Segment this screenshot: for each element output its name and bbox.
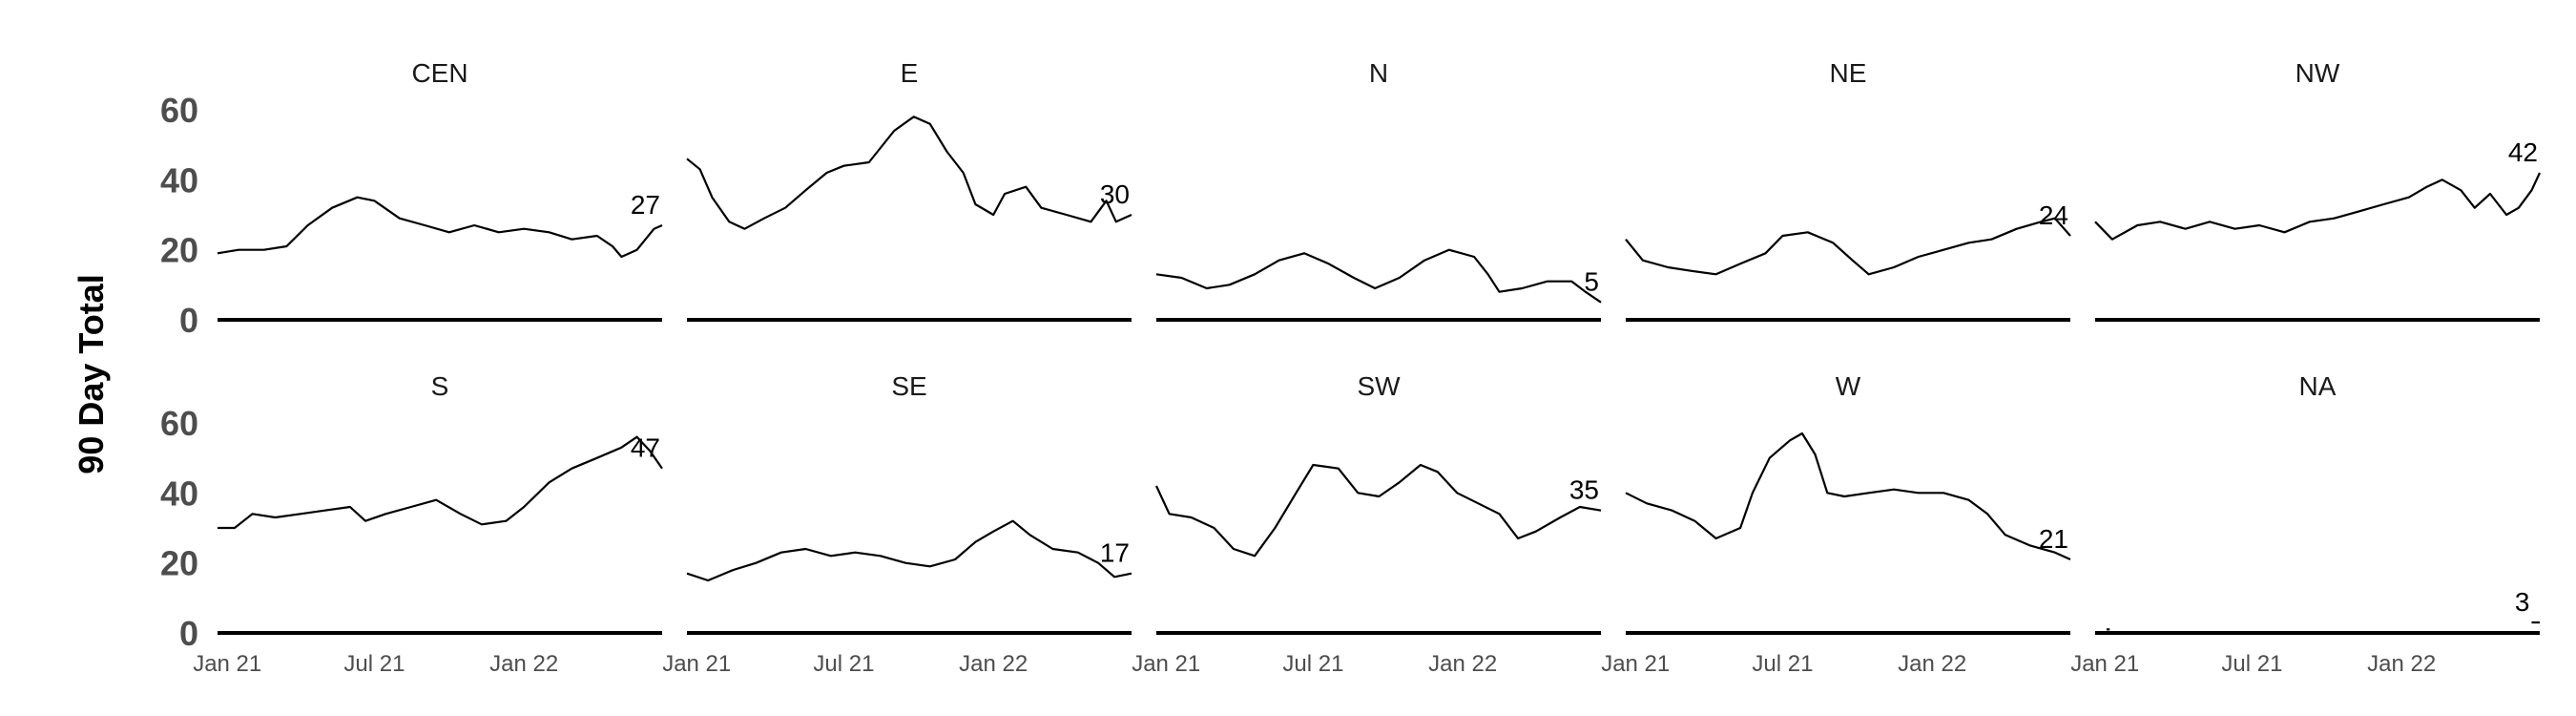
x-tick-label: Jan 22 bbox=[1428, 651, 1497, 677]
series-line bbox=[1155, 463, 1602, 558]
facet-title: NA bbox=[2299, 371, 2337, 401]
facet-title: CEN bbox=[411, 58, 467, 88]
facet-panel-na: NA 3 Jan 21 Jul 21 Jan 22 bbox=[2070, 371, 2540, 677]
facet-title: NW bbox=[2296, 58, 2340, 88]
x-tick-label: Jul 21 bbox=[343, 651, 405, 677]
facet-panel-se: SE 17 Jan 21 Jul 21 Jan 22 bbox=[662, 371, 1132, 677]
x-tick-label: Jan 22 bbox=[2367, 651, 2436, 677]
facet-title: SE bbox=[891, 371, 926, 401]
facet-panel-s: S 47 Jan 21 Jul 21 Jan 22 bbox=[193, 371, 663, 677]
facet-title: W bbox=[1836, 371, 1861, 401]
series-line bbox=[218, 435, 663, 530]
x-tick-label: Jan 21 bbox=[1601, 651, 1670, 677]
end-value-label: 27 bbox=[631, 190, 660, 220]
y-tick-label: 40 bbox=[160, 160, 198, 200]
facet-panel-nw: NW 42 bbox=[2094, 58, 2541, 322]
x-tick-label: Jan 22 bbox=[1898, 651, 1966, 677]
facet-panel-ne: NE 24 bbox=[1625, 58, 2071, 322]
x-tick-label: Jul 21 bbox=[2221, 651, 2282, 677]
end-value-label: 30 bbox=[1100, 179, 1130, 209]
x-tick-label: Jan 22 bbox=[959, 651, 1028, 677]
end-value-label: 47 bbox=[631, 433, 660, 463]
x-tick-label: Jan 21 bbox=[662, 651, 731, 677]
y-tick-label: 0 bbox=[179, 301, 198, 340]
series-line bbox=[2094, 172, 2541, 241]
end-value-label: 42 bbox=[2508, 137, 2538, 167]
x-tick-label: Jul 21 bbox=[813, 651, 874, 677]
facet-title: SW bbox=[1357, 371, 1401, 401]
end-value-label: 24 bbox=[2039, 200, 2068, 230]
x-tick-label: Jan 21 bbox=[1132, 651, 1200, 677]
x-tick-label: Jan 21 bbox=[2070, 651, 2139, 677]
facet-title: N bbox=[1369, 58, 1388, 88]
y-tick-label: 0 bbox=[179, 614, 198, 653]
end-value-label: 21 bbox=[2039, 524, 2068, 554]
end-value-label: 3 bbox=[2515, 587, 2530, 617]
y-tick-label: 20 bbox=[160, 544, 198, 583]
facet-panel-n: N5 bbox=[1155, 58, 1602, 322]
facet-panel-cen: CEN 27 bbox=[217, 58, 663, 322]
x-tick-label: Jul 21 bbox=[1282, 651, 1343, 677]
series-line bbox=[1155, 248, 1602, 304]
y-tick-label: 40 bbox=[160, 474, 198, 513]
x-tick-label: Jan 22 bbox=[489, 651, 558, 677]
series-line bbox=[686, 519, 1132, 582]
x-tick-label: Jan 21 bbox=[193, 651, 261, 677]
facet-title: E bbox=[901, 58, 919, 88]
x-tick-label: Jul 21 bbox=[1752, 651, 1813, 677]
y-tick-label: 20 bbox=[160, 231, 198, 270]
y-tick-label: 60 bbox=[160, 404, 198, 443]
series-line bbox=[217, 196, 663, 259]
series-line bbox=[686, 116, 1132, 230]
end-value-label: 17 bbox=[1100, 538, 1130, 568]
facet-panel-e: E 30 bbox=[686, 58, 1132, 322]
end-value-label: 35 bbox=[1569, 475, 1599, 505]
facet-title: S bbox=[431, 371, 449, 401]
facet-title: NE bbox=[1830, 58, 1867, 88]
facet-panel-w: W 21 Jan 21 Jul 21 Jan 22 bbox=[1601, 371, 2071, 677]
end-value-label: 5 bbox=[1584, 267, 1599, 297]
y-axis-title: 90 Day Total bbox=[72, 274, 111, 474]
y-tick-label: 60 bbox=[160, 91, 198, 130]
series-line bbox=[1625, 217, 2071, 276]
series-line bbox=[1625, 432, 2071, 561]
facet-panel-sw: SW 35 Jan 21 Jul 21 Jan 22 bbox=[1132, 371, 1602, 677]
